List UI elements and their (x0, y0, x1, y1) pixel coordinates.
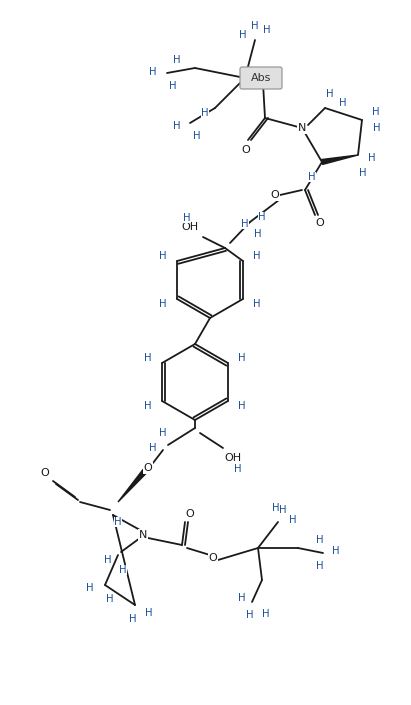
Text: O: O (242, 145, 250, 155)
Text: H: H (246, 610, 254, 620)
Text: H: H (173, 55, 181, 65)
Text: H: H (234, 464, 242, 474)
Text: H: H (373, 123, 381, 133)
Text: O: O (186, 509, 194, 519)
Polygon shape (321, 155, 358, 164)
Text: OH: OH (181, 222, 199, 232)
Text: H: H (253, 299, 261, 309)
Text: OH: OH (224, 453, 242, 463)
Text: H: H (106, 594, 114, 604)
Text: H: H (308, 172, 316, 182)
Text: H: H (339, 98, 347, 108)
Text: H: H (169, 81, 177, 91)
Text: H: H (316, 561, 324, 571)
Text: O: O (41, 468, 49, 478)
Text: H: H (254, 229, 262, 239)
FancyBboxPatch shape (240, 67, 282, 89)
Text: H: H (173, 121, 181, 131)
Text: H: H (239, 30, 247, 40)
Text: O: O (316, 218, 324, 228)
Text: H: H (183, 213, 191, 223)
Text: H: H (372, 107, 380, 117)
Text: H: H (316, 535, 324, 545)
Text: N: N (139, 530, 147, 540)
Text: H: H (238, 593, 246, 603)
Text: H: H (201, 108, 209, 118)
Text: H: H (241, 219, 249, 229)
Text: H: H (326, 89, 334, 99)
Text: H: H (144, 401, 152, 411)
Text: H: H (238, 401, 246, 411)
Text: H: H (238, 353, 246, 363)
Text: H: H (159, 251, 167, 261)
Text: H: H (149, 67, 157, 77)
Text: Abs: Abs (251, 73, 271, 83)
Text: N: N (298, 123, 306, 133)
Text: H: H (86, 583, 94, 593)
Text: H: H (144, 353, 152, 363)
Text: H: H (159, 299, 167, 309)
Text: H: H (149, 443, 157, 453)
Polygon shape (118, 470, 147, 502)
Text: H: H (119, 565, 127, 575)
Text: H: H (114, 517, 122, 527)
Text: H: H (279, 505, 287, 515)
Text: H: H (104, 555, 112, 565)
Text: O: O (209, 553, 217, 563)
Text: H: H (145, 608, 153, 618)
Text: H: H (159, 428, 167, 438)
Text: H: H (253, 251, 261, 261)
Text: H: H (368, 153, 376, 163)
Text: H: H (359, 168, 367, 178)
Text: O: O (270, 190, 279, 200)
Text: H: H (193, 131, 201, 141)
Text: H: H (263, 25, 271, 35)
Text: H: H (258, 212, 266, 222)
Text: H: H (129, 614, 137, 624)
Text: H: H (272, 503, 280, 513)
Text: H: H (332, 546, 340, 556)
Text: O: O (143, 463, 152, 473)
Text: H: H (289, 515, 297, 525)
Text: H: H (262, 609, 270, 619)
Text: H: H (251, 21, 259, 31)
